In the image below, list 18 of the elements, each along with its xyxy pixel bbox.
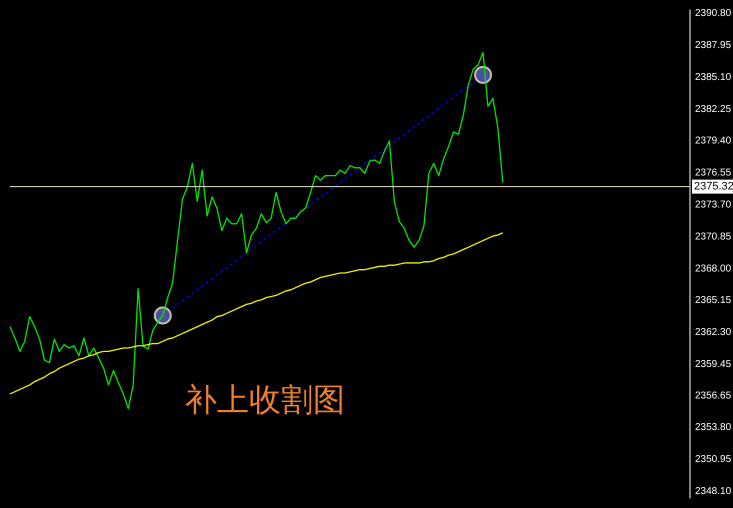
y-tick-label: 2373.70 <box>695 200 732 210</box>
y-tick-label: 2387.95 <box>695 40 732 52</box>
y-tick-label: 2379.40 <box>695 136 732 147</box>
ref-line-label: 2375.32 <box>694 180 733 193</box>
y-tick-label: 2350.95 <box>695 454 732 466</box>
y-tick-label: 2385.10 <box>695 72 732 83</box>
y-tick-label: 2356.65 <box>695 390 732 402</box>
y-tick-label: 2362.30 <box>695 327 732 338</box>
y-tick-label: 2348.10 <box>695 486 732 498</box>
y-tick-label: 2368.00 <box>695 263 732 274</box>
y-tick-label: 2370.85 <box>695 231 732 242</box>
y-tick-label: 2376.55 <box>695 168 732 179</box>
y-tick-label: 2359.45 <box>695 359 732 370</box>
y-tick-label: 2382.25 <box>695 104 732 115</box>
y-tick-label: 2365.15 <box>695 295 732 306</box>
y-tick-label: 2390.80 <box>695 8 732 20</box>
annotation: 补上收割图 <box>185 380 345 418</box>
y-tick-label: 2353.80 <box>695 422 732 434</box>
